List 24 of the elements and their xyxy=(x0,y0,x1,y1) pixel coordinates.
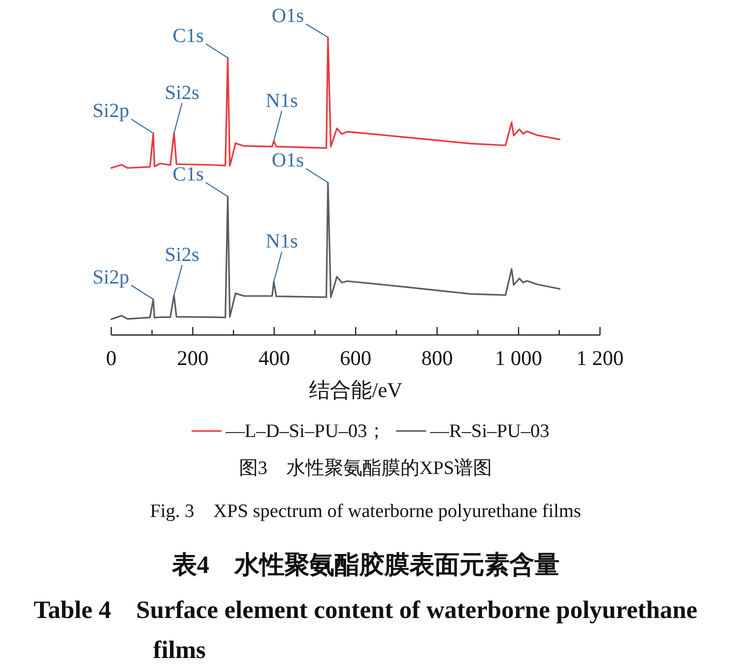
legend-label: —L–D–Si–PU–03； xyxy=(224,421,386,442)
x-axis-title: 结合能/eV xyxy=(308,378,402,402)
x-tick-label: 400 xyxy=(258,346,290,370)
annotation: C1s xyxy=(172,24,204,47)
x-tick-label: 200 xyxy=(177,346,208,370)
annotation: Si2s xyxy=(164,82,200,104)
x-tick-label: 1 200 xyxy=(576,346,624,370)
x-tick-label: 0 xyxy=(106,346,117,370)
annotation: O1s xyxy=(272,150,304,172)
x-tick-label: 1 000 xyxy=(494,346,542,370)
x-tick-label: 800 xyxy=(421,346,453,370)
annotation: Si2p xyxy=(92,266,130,288)
x-tick-label: 600 xyxy=(340,346,372,370)
annotation: O1s xyxy=(272,5,304,27)
caption: 图3 水性聚氨酯膜的XPS谱图 xyxy=(238,457,492,479)
legend-label: —R–Si–PU–03 xyxy=(429,421,550,442)
annotation: N1s xyxy=(266,230,298,253)
caption: Fig. 3 XPS spectrum of waterborne polyurethane films xyxy=(150,501,582,522)
caption: Table 4 Surface element content of waterborne polyurethane films xyxy=(34,597,698,664)
annotation: Si2s xyxy=(164,244,200,266)
annotation: N1s xyxy=(266,90,298,112)
annotation: C1s xyxy=(172,164,204,186)
annotation: Si2p xyxy=(92,100,130,122)
text: 表4 水性聚氨酯胶膜表面元素含量 xyxy=(170,551,560,579)
